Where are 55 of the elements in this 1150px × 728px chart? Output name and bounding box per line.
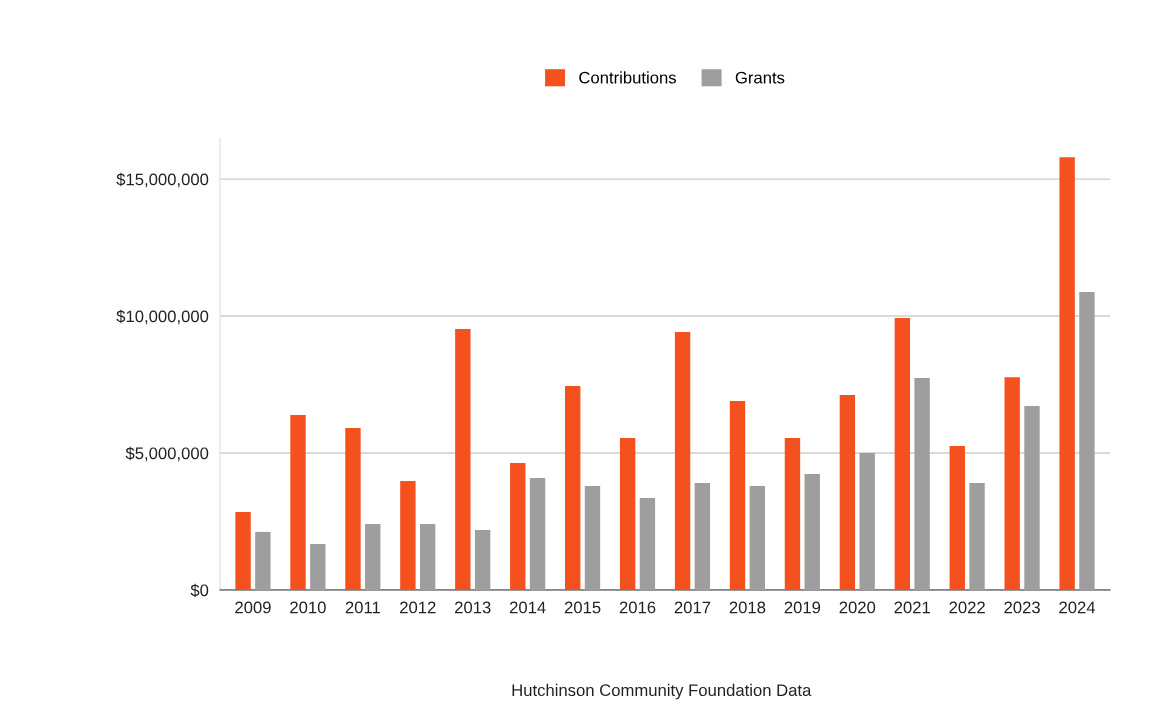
bar — [674, 331, 691, 590]
bar — [584, 485, 601, 590]
bar — [729, 400, 746, 590]
legend-label: Contributions — [579, 71, 676, 84]
x-tick-label: 2020 — [839, 601, 876, 614]
x-tick-label: 2013 — [455, 601, 491, 614]
bar — [804, 474, 820, 590]
bar — [365, 523, 381, 590]
bar — [235, 511, 251, 590]
x-tick-label: 2016 — [619, 601, 656, 614]
x-tick-label: 2024 — [1059, 601, 1096, 614]
bar — [400, 480, 416, 590]
bar — [1059, 157, 1075, 590]
bar — [784, 437, 801, 590]
bar — [694, 482, 711, 590]
y-tick-label: $5,000,000 — [125, 446, 209, 462]
y-tick-label: $10,000,000 — [116, 309, 209, 325]
text: Hutchinson Community Foundation Data — [512, 683, 812, 700]
bar — [859, 453, 875, 590]
x-tick-label: 2022 — [949, 601, 985, 614]
x-tick-label: 2011 — [345, 601, 380, 614]
bar — [345, 428, 361, 590]
bar — [949, 445, 965, 590]
bar — [749, 485, 765, 590]
x-tick-label: 2010 — [290, 601, 326, 614]
x-tick-label: 2023 — [1004, 601, 1040, 614]
bar — [290, 414, 306, 590]
bar — [255, 531, 271, 590]
bar — [639, 497, 656, 590]
bar — [839, 394, 856, 590]
bar — [455, 328, 471, 590]
legend-label: Grants — [735, 71, 785, 84]
bar — [474, 530, 491, 590]
bar — [310, 543, 326, 590]
bar — [419, 523, 436, 590]
bar — [510, 462, 526, 590]
bar — [1004, 377, 1020, 590]
x-tick-label: 2019 — [784, 601, 821, 614]
x-tick-label: 2018 — [729, 601, 766, 614]
y-tick-label: $15,000,000 — [116, 172, 209, 188]
x-tick-label: 2014 — [509, 601, 546, 614]
bar — [565, 385, 581, 590]
bar — [619, 437, 636, 590]
bar — [969, 482, 985, 590]
x-tick-label: 2021 — [894, 601, 930, 614]
x-tick-label: 2012 — [400, 601, 436, 614]
x-tick-label: 2009 — [235, 601, 271, 614]
x-tick-label: 2015 — [564, 601, 601, 614]
bar — [1079, 291, 1095, 590]
bar — [529, 477, 546, 590]
bar — [914, 377, 930, 590]
x-tick-label: 2017 — [674, 601, 711, 614]
bar — [1024, 405, 1040, 590]
bar — [894, 317, 911, 590]
y-tick-label: $0 — [190, 583, 209, 598]
